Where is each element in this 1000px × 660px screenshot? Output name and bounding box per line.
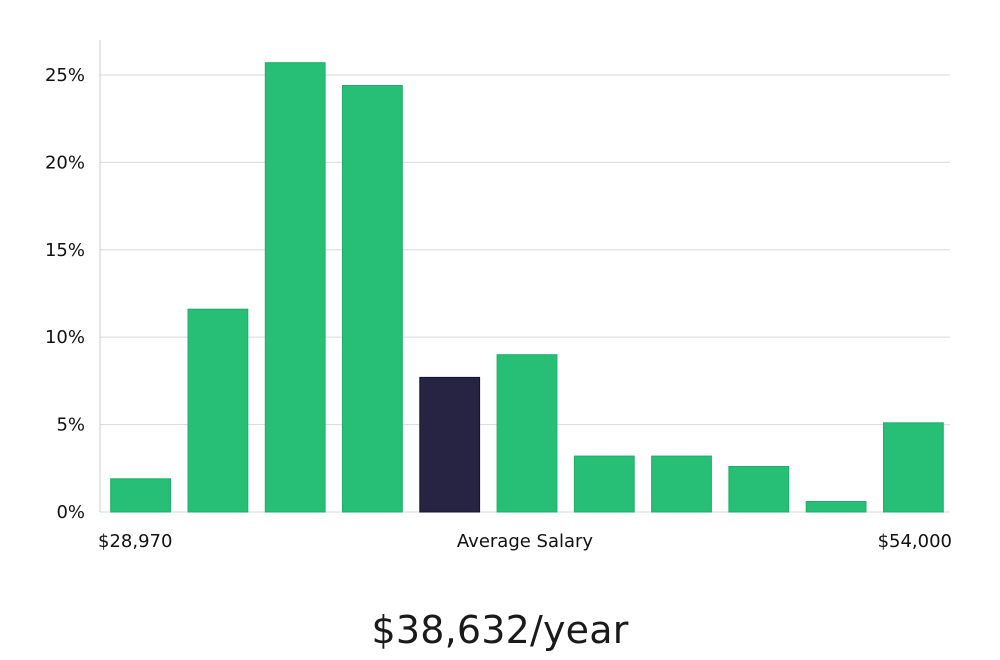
y-tick-label: 15% — [45, 240, 85, 261]
y-tick-label: 0% — [56, 502, 85, 523]
bar — [342, 85, 403, 513]
x-max-label: $54,000 — [878, 531, 952, 552]
bar — [496, 354, 558, 513]
bar — [573, 455, 635, 513]
bar — [805, 501, 867, 513]
bars — [110, 62, 944, 513]
x-axis-label: Average Salary — [457, 531, 594, 552]
bar — [110, 478, 171, 513]
bar — [651, 455, 712, 513]
y-tick-labels: 0% 5% 10% 15% 20% 25% — [45, 65, 85, 523]
x-min-label: $28,970 — [98, 531, 172, 552]
bar — [883, 422, 944, 513]
y-tick-label: 5% — [56, 415, 85, 436]
bar-highlighted-average — [419, 376, 481, 513]
y-tick-label: 25% — [45, 65, 85, 86]
bar — [728, 466, 790, 513]
y-tick-label: 10% — [45, 327, 85, 348]
bar — [264, 62, 326, 513]
salary-histogram: 0%5%10%15%20%25% $28,970 Average Salary … — [45, 40, 952, 552]
y-tick-label: 20% — [45, 152, 85, 173]
average-salary-value: $38,632/year — [371, 608, 629, 652]
bar — [187, 308, 249, 513]
